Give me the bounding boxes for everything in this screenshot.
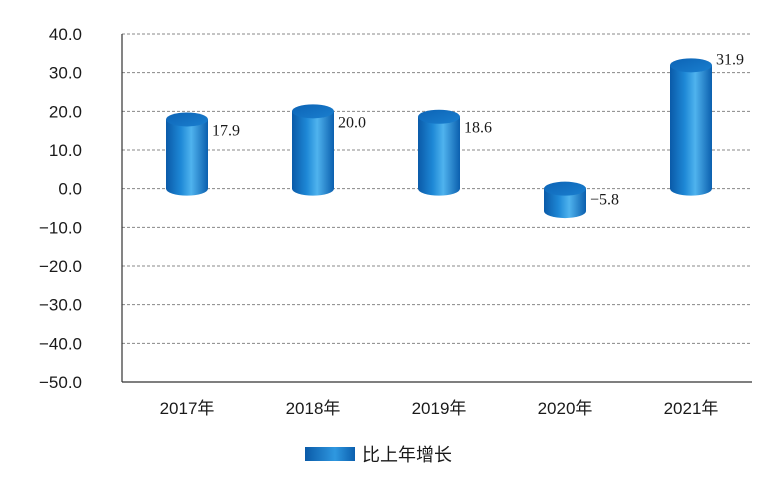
bar-top xyxy=(670,58,712,73)
bar xyxy=(166,112,208,196)
bar-top xyxy=(166,112,208,127)
x-tick-label: 2021年 xyxy=(664,399,719,418)
data-label: 18.6 xyxy=(464,120,492,137)
bar-body xyxy=(418,116,460,196)
legend: 比上年增长 xyxy=(305,445,452,465)
y-tick-label: 10.0 xyxy=(49,141,82,160)
bars xyxy=(166,58,712,219)
data-labels: 17.9 20.0 18.6 −5.8 31.9 xyxy=(212,51,744,208)
y-tick-label: −50.0 xyxy=(39,373,82,392)
y-tick-label: −30.0 xyxy=(39,296,82,315)
x-tick-label: 2018年 xyxy=(286,399,341,418)
x-tick-label: 2019年 xyxy=(412,399,467,418)
bar-body xyxy=(292,111,334,196)
y-tick-label: 40.0 xyxy=(49,25,82,44)
y-tick-label: −20.0 xyxy=(39,257,82,276)
x-tick-label: 2017年 xyxy=(160,399,215,418)
bar-body xyxy=(670,65,712,196)
bar-top xyxy=(418,109,460,124)
y-tick-label: 30.0 xyxy=(49,64,82,83)
data-label: 17.9 xyxy=(212,122,240,139)
legend-label: 比上年增长 xyxy=(362,445,452,465)
data-label: −5.8 xyxy=(590,192,619,209)
x-tick-label: 2020年 xyxy=(538,399,593,418)
y-tick-label: 20.0 xyxy=(49,102,82,121)
bar xyxy=(292,104,334,196)
data-label: 20.0 xyxy=(338,114,366,131)
bar xyxy=(670,58,712,196)
x-axis-categories: 2017年 2018年 2019年 2020年 2021年 xyxy=(160,399,719,418)
bar-body xyxy=(166,119,208,196)
y-tick-label: −10.0 xyxy=(39,218,82,237)
y-axis-ticks: 40.0 30.0 20.0 10.0 0.0 −10.0 −20.0 −30.0 −40.0 −… xyxy=(39,25,82,392)
bar-top xyxy=(292,104,334,119)
legend-swatch xyxy=(305,447,355,461)
bar xyxy=(418,109,460,196)
y-tick-label: −40.0 xyxy=(39,334,82,353)
axes xyxy=(121,34,752,383)
bar-body xyxy=(544,188,586,219)
y-tick-label: 0.0 xyxy=(58,180,82,199)
bar-top xyxy=(544,181,586,196)
data-label: 31.9 xyxy=(716,51,744,68)
bar xyxy=(544,181,586,219)
